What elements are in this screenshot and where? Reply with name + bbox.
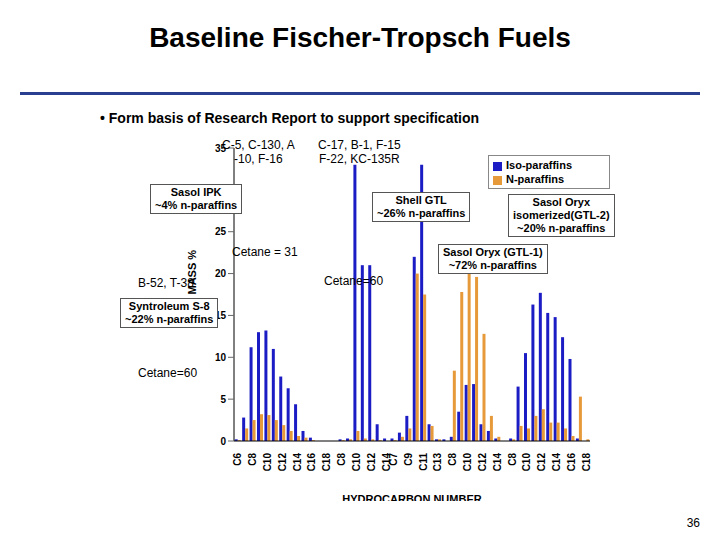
html-text:~4% n-paraffins: ~4% n-paraffins — [155, 199, 238, 211]
html-text:Cetane=60: Cetane=60 — [324, 274, 384, 288]
html-text:36: 36 — [686, 516, 700, 530]
svg-text:C8: C8 — [447, 453, 458, 466]
svg-text:C16: C16 — [566, 453, 577, 472]
html-text:Cetane=60: Cetane=60 — [138, 366, 198, 380]
svg-text:C10: C10 — [351, 453, 362, 472]
svg-text:C12: C12 — [477, 453, 488, 472]
html-text:B-52, T-38: B-52, T-38 — [138, 276, 194, 290]
html-text:Sasol IPK: Sasol IPK — [170, 186, 222, 198]
svg-text:5: 5 — [220, 394, 226, 405]
svg-text:25: 25 — [215, 226, 227, 237]
svg-text:C10: C10 — [462, 453, 473, 472]
html-text:-10, F-16: -10, F-16 — [234, 152, 283, 166]
svg-text:C12: C12 — [536, 453, 547, 472]
svg-text:C18: C18 — [321, 453, 332, 472]
html-text:isomerized(GTL-2): isomerized(GTL-2) — [513, 209, 610, 221]
html-text:C-5, C-130, A: C-5, C-130, A — [222, 138, 295, 152]
svg-text:C14: C14 — [492, 453, 503, 472]
svg-text:C18: C18 — [581, 453, 592, 472]
html-text:F-22, KC-135R: F-22, KC-135R — [319, 152, 400, 166]
html-text:~20% n-paraffins: ~20% n-paraffins — [517, 222, 606, 234]
html-text:~72% n-paraffins: ~72% n-paraffins — [448, 259, 537, 271]
html-text:Iso-paraffins: Iso-paraffins — [506, 159, 572, 171]
svg-text:C6: C6 — [232, 453, 243, 466]
svg-text:C12: C12 — [277, 453, 288, 472]
svg-text:C9: C9 — [403, 453, 414, 466]
svg-text:C7: C7 — [388, 453, 399, 466]
html-text:~26% n-paraffins: ~26% n-paraffins — [377, 207, 466, 219]
svg-text:C8: C8 — [507, 453, 518, 466]
svg-text:MASS %: MASS % — [185, 249, 198, 295]
html-text:~22% n-paraffins: ~22% n-paraffins — [125, 313, 214, 325]
svg-text:C11: C11 — [418, 453, 429, 471]
html-text:• Form basis of Research Repor: • Form basis of Research Report to suppo… — [100, 110, 480, 126]
svg-text:C13: C13 — [432, 453, 443, 472]
html-text:Sasol Oryx (GTL-1): Sasol Oryx (GTL-1) — [443, 246, 543, 258]
html-text:Sasol Oryx: Sasol Oryx — [532, 196, 590, 208]
svg-text:C14: C14 — [292, 453, 303, 472]
svg-text:C14: C14 — [380, 453, 392, 472]
svg-text:C12: C12 — [366, 453, 377, 472]
html-text:Baseline Fischer-Tropsch Fuels: Baseline Fischer-Tropsch Fuels — [149, 22, 571, 53]
svg-text:20: 20 — [215, 268, 227, 279]
svg-text:10: 10 — [215, 352, 227, 363]
svg-text:HYDROCARBON NUMBER: HYDROCARBON NUMBER — [342, 493, 481, 501]
svg-text:C14: C14 — [551, 453, 562, 472]
svg-text:C10: C10 — [262, 453, 273, 472]
svg-text:C8: C8 — [336, 453, 347, 466]
html-text:N-paraffins: N-paraffins — [506, 173, 565, 185]
svg-text:35: 35 — [214, 142, 226, 154]
svg-text:C10: C10 — [521, 453, 532, 472]
svg-text:15: 15 — [214, 310, 226, 321]
html-text:Shell GTL: Shell GTL — [395, 194, 447, 206]
svg-text:C8: C8 — [247, 453, 258, 466]
html-text:Syntroleum S-8: Syntroleum S-8 — [128, 300, 210, 312]
svg-text:0: 0 — [220, 436, 226, 447]
html-text:Cetane = 31: Cetane = 31 — [232, 245, 298, 259]
svg-text:C16: C16 — [306, 453, 317, 472]
html-text:C-17, B-1, F-15: C-17, B-1, F-15 — [318, 138, 401, 152]
